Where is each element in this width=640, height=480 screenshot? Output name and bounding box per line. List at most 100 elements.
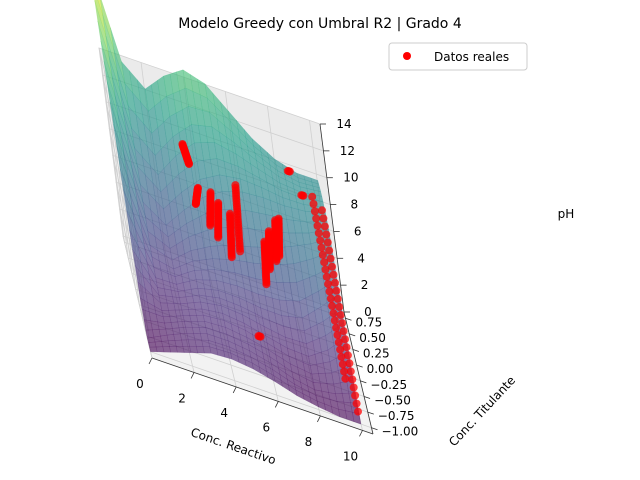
data-point <box>335 302 344 311</box>
data-point <box>351 391 360 400</box>
z-tick-label: 12 <box>340 144 355 158</box>
y-tick-label: −0.50 <box>374 394 411 408</box>
x-tick-mark <box>317 415 321 423</box>
z-tick-label: 14 <box>336 117 351 131</box>
data-point <box>299 191 308 200</box>
data-point <box>332 323 341 332</box>
data-point <box>339 327 348 336</box>
data-point <box>226 209 234 218</box>
data-point <box>336 345 345 354</box>
data-point <box>324 280 333 289</box>
y-tick-mark <box>356 364 363 368</box>
x-tick-mark <box>232 386 237 394</box>
data-point <box>349 383 358 392</box>
data-point <box>206 188 215 197</box>
data-point <box>309 200 318 208</box>
data-point <box>334 338 343 347</box>
y-tick-label: 0.25 <box>363 347 390 361</box>
data-point <box>256 332 265 341</box>
x-tick-label: 2 <box>178 392 186 406</box>
legend-marker <box>403 52 411 60</box>
data-point <box>332 286 341 295</box>
data-point <box>319 214 328 223</box>
data-point <box>322 272 331 281</box>
z-tick-label: 6 <box>354 224 362 238</box>
y-axis-line <box>343 311 374 435</box>
data-point <box>320 222 329 231</box>
data-point <box>318 250 327 259</box>
data-point <box>342 343 351 352</box>
y-tick-label: −1.00 <box>382 425 419 439</box>
data-point <box>308 192 317 201</box>
data-point <box>340 367 349 376</box>
data-point <box>354 407 362 416</box>
surface-facet <box>148 341 157 348</box>
data-point <box>348 375 357 384</box>
data-point <box>312 214 321 223</box>
data-point <box>318 206 326 215</box>
x-tick-label: 6 <box>262 420 270 434</box>
y-tick-label: 0.75 <box>356 315 383 329</box>
y-tick-mark <box>363 396 371 399</box>
data-point <box>326 294 335 303</box>
x-tick-mark <box>148 357 153 365</box>
scatter-points <box>178 140 362 416</box>
data-point <box>325 246 334 255</box>
data-point <box>316 236 325 245</box>
data-point <box>333 294 342 303</box>
x-tick-mark <box>274 401 279 408</box>
data-point <box>323 238 332 247</box>
data-point <box>310 207 319 216</box>
y-tick-mark <box>345 317 352 321</box>
z-axis-label: pH <box>558 207 575 221</box>
data-point <box>330 316 339 325</box>
y-tick-mark <box>367 411 374 415</box>
data-point <box>329 270 338 279</box>
x-axis-line <box>151 357 374 435</box>
y-tick-label: −0.75 <box>378 409 415 423</box>
axes: 0 2 4 6 8 10 −1.00 −0.75−0.50 −0.25 0.000.25 0.50 0… <box>136 117 418 463</box>
x-tick-label: 4 <box>220 406 228 420</box>
surface-facet <box>149 346 158 353</box>
data-point <box>338 319 347 328</box>
z-tick-label: 10 <box>343 171 358 185</box>
data-point <box>321 265 330 274</box>
surface-facet <box>97 0 103 15</box>
y-tick-mark <box>371 427 378 431</box>
legend: Datos reales <box>388 42 528 71</box>
y-tick-mark <box>352 349 360 352</box>
data-point <box>314 229 323 238</box>
y-tick-label: −0.25 <box>370 378 407 392</box>
data-point <box>264 227 273 236</box>
y-tick-mark <box>349 333 356 337</box>
z-tick-label: 4 <box>357 251 365 265</box>
data-point <box>214 198 223 207</box>
data-point <box>320 258 329 267</box>
data-point <box>328 301 337 310</box>
legend-label: Datos reales <box>434 50 509 64</box>
data-point <box>337 352 346 361</box>
y-tick-mark <box>360 380 367 384</box>
data-point <box>322 230 331 239</box>
surface <box>94 0 362 425</box>
legend-box <box>388 42 528 71</box>
data-point <box>336 311 345 319</box>
data-point <box>338 360 347 369</box>
x-tick-label: 8 <box>305 435 313 449</box>
data-point <box>341 335 349 344</box>
data-point <box>325 287 334 296</box>
x-tick-mark <box>190 372 195 379</box>
data-point <box>341 374 350 383</box>
data-point <box>317 243 326 252</box>
z-tick-label: 2 <box>361 278 369 292</box>
z-tick-label: 8 <box>350 198 358 212</box>
data-point <box>329 309 338 318</box>
x-tick-label: 0 <box>136 377 144 391</box>
data-point <box>285 167 294 176</box>
y-axis-label: Conc. Titulante <box>446 373 518 449</box>
z-tick-label: 0 <box>364 305 372 319</box>
data-point <box>274 214 283 223</box>
data-point <box>328 262 337 271</box>
y-tick-label: 0.00 <box>367 362 394 376</box>
